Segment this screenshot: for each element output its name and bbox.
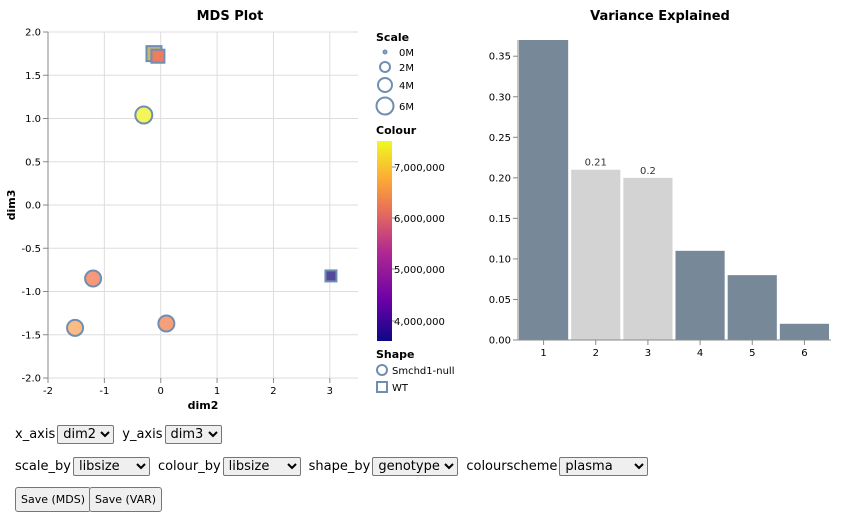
variance-y-tick-label: 0.25 (489, 133, 511, 144)
variance-x-tick-label: 1 (540, 348, 546, 359)
variance-y-ticks: 0.35 0.30 0.25 0.20 0.15 0.10 0.05 0.00 (489, 40, 519, 347)
colour-by-select[interactable]: libsize (222, 457, 301, 476)
legend-scale-label: 0M (399, 48, 414, 59)
legend-shape-items: Smchd1-null WT (376, 364, 454, 394)
legend-colour-label: 5,000,000 (394, 265, 445, 276)
mds-grid (47, 31, 358, 379)
legend-colour-ticks: 7,000,000 6,000,000 5,000,000 4,000,000 (392, 163, 445, 328)
variance-bar[interactable] (571, 169, 621, 340)
mds-y-tick-label: -1.5 (21, 330, 41, 341)
variance-bar[interactable] (779, 323, 829, 340)
mds-point[interactable] (134, 105, 154, 125)
legend-scale-label: 4M (399, 81, 414, 92)
mds-y-tick-label: 0.0 (25, 201, 41, 212)
colourscheme-select[interactable]: plasma (559, 457, 649, 476)
variance-x-tick-label: 4 (697, 348, 703, 359)
legend-colour-title: Colour (376, 124, 417, 137)
mds-x-label: dim2 (188, 399, 219, 412)
style-controls: scale_by libsize colour_by libsize shape… (15, 457, 649, 476)
mds-point[interactable] (84, 269, 103, 288)
mds-y-tick-label: -0.5 (21, 244, 41, 255)
legend-colour-label: 7,000,000 (394, 163, 445, 174)
scale-by-select[interactable]: libsize (72, 457, 150, 476)
shape-by-select[interactable]: genotype (372, 457, 459, 476)
variance-y-tick-label: 0.15 (489, 214, 511, 225)
save-mds-button[interactable]: Save (MDS) (15, 487, 92, 512)
mds-x-tick-label: 1 (214, 386, 220, 397)
variance-y-tick-label: 0.00 (489, 336, 511, 347)
variance-x-ticks: 1 2 3 4 5 6 (518, 339, 831, 359)
mds-y-tick-label: 1.0 (25, 114, 41, 125)
legend-scale-label: 2M (399, 63, 414, 74)
variance-x-tick-label: 5 (749, 348, 755, 359)
variance-y-tick-label: 0.05 (489, 295, 511, 306)
variance-x-tick-label: 6 (801, 348, 807, 359)
variance-bar-label: 0.21 (585, 158, 607, 169)
save-var-button[interactable]: Save (VAR) (89, 487, 163, 512)
mds-x-tick-label: -1 (99, 386, 109, 397)
colour-by-label: colour_by (157, 459, 221, 474)
mds-y-label: dim3 (5, 190, 18, 221)
mds-y-tick-label: 0.5 (25, 157, 41, 168)
colourscheme-label: colourscheme (466, 459, 558, 474)
y-axis-label: y_axis (122, 427, 163, 442)
variance-bar[interactable] (519, 40, 569, 340)
legend-colour-label: 6,000,000 (394, 214, 445, 225)
legend-shape-square (376, 381, 388, 393)
legend-shape-title: Shape (376, 348, 415, 361)
mds-y-tick-label: -1.0 (21, 287, 41, 298)
legend-scale-label: 6M (399, 102, 414, 113)
variance-title: Variance Explained (590, 9, 730, 24)
legend-shape-label: WT (392, 383, 409, 394)
legend-shape-circle (376, 364, 388, 376)
legend-scale-circle (379, 61, 391, 73)
mds-x-ticks: -2 -1 0 1 2 3 (43, 378, 333, 397)
mds-x-tick-label: -2 (43, 386, 53, 397)
legend-scale-circle (377, 77, 393, 93)
mds-point[interactable] (150, 48, 166, 64)
charts-canvas: MDS Plot -2 -1 0 1 2 3 2.0 1.5 1.0 0.5 0.0 -0.5 -1.… (5, 9, 831, 412)
variance-y-tick-label: 0.30 (489, 92, 511, 103)
legend-scale-items: 0M 2M 4M 6M (375, 48, 414, 116)
variance-bar[interactable] (675, 250, 725, 340)
legend-shape-label: Smchd1-null (392, 366, 454, 377)
variance-bar[interactable] (727, 275, 777, 340)
variance-bar-label: 0.2 (640, 166, 656, 177)
colour-gradient-bar (377, 141, 392, 341)
variance-x-tick-label: 2 (593, 348, 599, 359)
shape-by-label: shape_by (308, 459, 371, 474)
y-axis-select[interactable]: dim3 (164, 425, 222, 444)
variance-y-tick-label: 0.35 (489, 52, 511, 63)
legend-scale-circle (375, 96, 395, 116)
scale-by-label: scale_by (15, 459, 71, 474)
mds-y-tick-label: -2.0 (21, 374, 41, 385)
axis-controls: x_axis dim2 y_axis dim3 (15, 425, 222, 444)
legend-scale-title: Scale (376, 31, 409, 44)
variance-y-tick-label: 0.10 (489, 254, 511, 265)
mds-y-ticks: 2.0 1.5 1.0 0.5 0.0 -0.5 -1.0 -1.5 -2.0 (21, 28, 49, 385)
mds-point[interactable] (157, 314, 176, 333)
x-axis-label: x_axis (15, 427, 56, 442)
mds-title: MDS Plot (197, 9, 264, 24)
x-axis-select[interactable]: dim2 (57, 425, 115, 444)
mds-legend: Scale 0M 2M 4M 6M Colour 7,000,000 6,000,000… (375, 31, 454, 394)
mds-y-tick-label: 2.0 (25, 28, 41, 39)
variance-y-tick-label: 0.20 (489, 173, 511, 184)
mds-point[interactable] (324, 269, 338, 283)
variance-x-tick-label: 3 (645, 348, 651, 359)
variance-plot[interactable]: Variance Explained 0.350.300.250.200.150… (489, 9, 831, 359)
variance-bars[interactable]: 0.21 0.2 (519, 40, 829, 340)
mds-plot[interactable]: MDS Plot -2 -1 0 1 2 3 2.0 1.5 1.0 0.5 0.0 -0.5 -1.… (5, 9, 358, 412)
mds-x-tick-label: 3 (327, 386, 333, 397)
mds-x-tick-label: 0 (158, 386, 164, 397)
mds-y-tick-label: 1.5 (25, 71, 41, 82)
legend-colour-label: 4,000,000 (394, 317, 445, 328)
variance-bar[interactable] (623, 177, 673, 340)
mds-points[interactable] (66, 45, 338, 337)
legend-scale-circle (382, 49, 388, 55)
mds-x-tick-label: 2 (270, 386, 276, 397)
mds-point[interactable] (66, 318, 85, 337)
